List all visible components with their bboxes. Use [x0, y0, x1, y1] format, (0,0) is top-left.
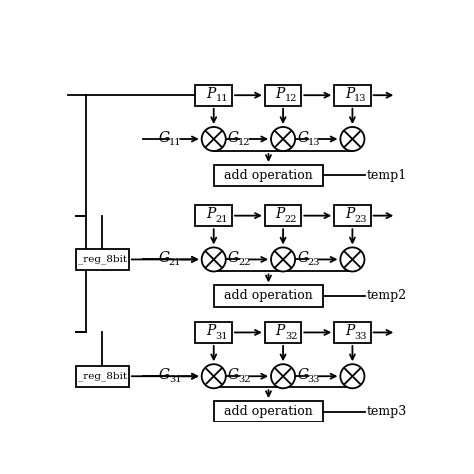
- Text: 33: 33: [354, 332, 367, 341]
- Text: 22: 22: [285, 215, 297, 224]
- Circle shape: [201, 247, 226, 272]
- Text: P: P: [206, 207, 216, 221]
- Text: 23: 23: [354, 215, 367, 224]
- Text: G: G: [228, 130, 239, 145]
- Circle shape: [271, 127, 295, 151]
- Text: 32: 32: [238, 375, 251, 384]
- Text: G: G: [298, 130, 309, 145]
- Text: P: P: [345, 87, 354, 101]
- Text: P: P: [345, 324, 354, 338]
- FancyBboxPatch shape: [265, 322, 301, 343]
- Text: P: P: [345, 207, 354, 221]
- Text: 21: 21: [216, 215, 228, 224]
- Circle shape: [271, 247, 295, 272]
- Text: P: P: [275, 87, 285, 101]
- Text: 32: 32: [285, 332, 297, 341]
- Text: P: P: [275, 324, 285, 338]
- Text: 21: 21: [169, 258, 181, 267]
- Text: temp2: temp2: [367, 290, 407, 302]
- Text: G: G: [159, 368, 170, 382]
- Text: G: G: [159, 130, 170, 145]
- Text: 13: 13: [308, 138, 320, 147]
- Text: add operation: add operation: [224, 405, 313, 418]
- Circle shape: [271, 364, 295, 388]
- Text: 23: 23: [308, 258, 320, 267]
- Text: 22: 22: [238, 258, 251, 267]
- FancyBboxPatch shape: [195, 322, 232, 343]
- Text: add operation: add operation: [224, 290, 313, 302]
- FancyBboxPatch shape: [214, 165, 323, 186]
- Text: temp3: temp3: [367, 405, 407, 418]
- FancyBboxPatch shape: [76, 249, 129, 270]
- FancyBboxPatch shape: [195, 85, 232, 106]
- Text: G: G: [298, 368, 309, 382]
- Text: _reg_8bit: _reg_8bit: [78, 372, 127, 381]
- Text: G: G: [228, 368, 239, 382]
- Circle shape: [201, 364, 226, 388]
- FancyBboxPatch shape: [334, 85, 371, 106]
- Text: _reg_8bit: _reg_8bit: [78, 255, 127, 264]
- FancyBboxPatch shape: [214, 401, 323, 422]
- Circle shape: [340, 247, 365, 272]
- Text: P: P: [275, 207, 285, 221]
- Circle shape: [340, 127, 365, 151]
- Text: 33: 33: [308, 375, 320, 384]
- FancyBboxPatch shape: [334, 205, 371, 226]
- FancyBboxPatch shape: [265, 205, 301, 226]
- Text: 12: 12: [285, 94, 297, 103]
- FancyBboxPatch shape: [334, 322, 371, 343]
- Text: 12: 12: [238, 138, 251, 147]
- Text: G: G: [298, 251, 309, 265]
- FancyBboxPatch shape: [214, 285, 323, 307]
- Text: 13: 13: [354, 94, 367, 103]
- Circle shape: [340, 364, 365, 388]
- Text: 31: 31: [169, 375, 181, 384]
- FancyBboxPatch shape: [195, 205, 232, 226]
- Text: P: P: [206, 87, 216, 101]
- Circle shape: [201, 127, 226, 151]
- FancyBboxPatch shape: [76, 365, 129, 387]
- Text: 11: 11: [216, 94, 228, 103]
- Text: 11: 11: [169, 138, 181, 147]
- Text: temp1: temp1: [367, 169, 407, 182]
- Text: P: P: [206, 324, 216, 338]
- Text: G: G: [228, 251, 239, 265]
- Text: add operation: add operation: [224, 169, 313, 182]
- Text: 31: 31: [216, 332, 228, 341]
- Text: G: G: [159, 251, 170, 265]
- FancyBboxPatch shape: [265, 85, 301, 106]
